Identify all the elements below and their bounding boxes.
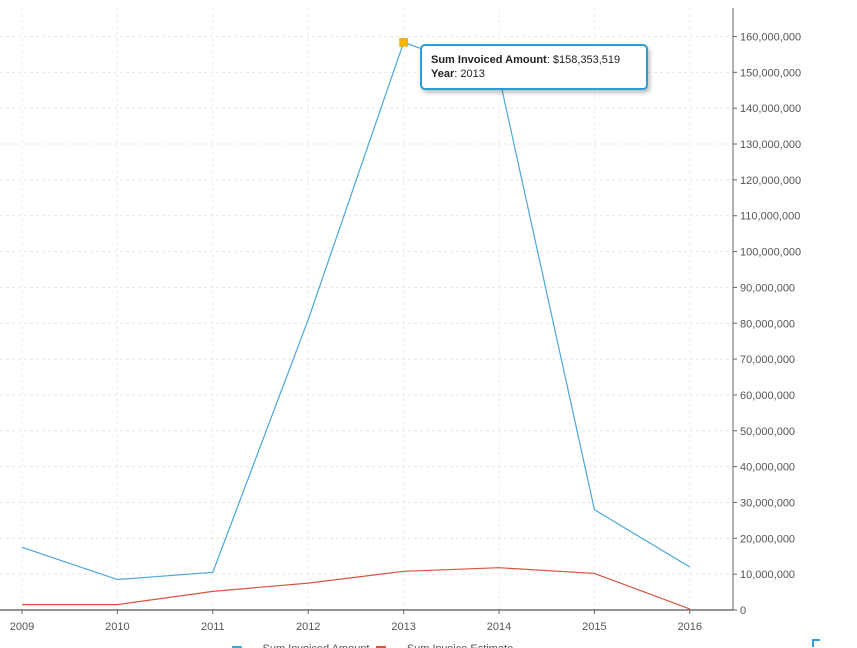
data-point[interactable] [305, 317, 311, 323]
y-tick-label: 20,000,000 [740, 533, 795, 545]
y-tick-label: 0 [740, 605, 746, 617]
series-line-2[interactable] [22, 567, 691, 610]
data-point[interactable] [19, 602, 25, 608]
data-point[interactable] [401, 568, 407, 574]
x-tick-label: 2016 [678, 621, 702, 633]
y-tick-label: 10,000,000 [740, 569, 795, 581]
series-line-1[interactable] [21, 41, 691, 581]
series-lines [19, 41, 693, 612]
y-tick-label: 120,000,000 [740, 175, 801, 187]
y-tick-label: 110,000,000 [740, 211, 800, 223]
tooltip-year-row: Year: 2013 [431, 68, 485, 80]
axes [0, 8, 734, 611]
x-tick-label: 2010 [105, 621, 129, 633]
highlight-markers [399, 38, 408, 47]
data-point[interactable] [19, 544, 25, 550]
y-tick-label: 70,000,000 [740, 354, 795, 366]
y-tick-label: 150,000,000 [740, 67, 801, 79]
legend-label[interactable]: Sum Invoiced Amount [262, 643, 369, 648]
x-tick-label: 2011 [201, 621, 225, 633]
data-point[interactable] [496, 565, 502, 571]
highlight-marker[interactable] [399, 38, 408, 47]
data-point[interactable] [114, 577, 120, 583]
y-tick-label: 80,000,000 [740, 318, 795, 330]
y-tick-label: 160,000,000 [740, 32, 801, 44]
y-tick-label: 90,000,000 [740, 282, 795, 294]
x-tick-label: 2009 [10, 621, 34, 633]
x-tick-label: 2014 [487, 621, 511, 633]
data-tooltip: Sum Invoiced Amount: $158,353,519 Year: … [420, 44, 648, 90]
y-tick-label: 130,000,000 [740, 139, 801, 151]
data-point[interactable] [591, 570, 597, 576]
y-axis-ticks: 0 10,000,000 20,000,000 30,000,000 40,000,00… [733, 32, 801, 617]
data-point[interactable] [210, 588, 216, 594]
legend: Sum Invoiced Amount Sum Invoice Estimate [232, 643, 513, 648]
data-point[interactable] [687, 564, 693, 570]
data-point[interactable] [687, 606, 693, 612]
y-tick-label: 140,000,000 [740, 103, 801, 115]
tooltip-amount-label: Sum Invoiced Amount [431, 54, 547, 66]
y-tick-label: 60,000,000 [740, 390, 795, 402]
data-point[interactable] [305, 580, 311, 586]
tooltip-year-label: Year [431, 68, 455, 80]
y-tick-label: 30,000,000 [740, 497, 795, 509]
x-tick-label: 2012 [296, 621, 320, 633]
tooltip-amount-row: Sum Invoiced Amount: $158,353,519 [431, 54, 621, 66]
x-tick-label: 2013 [391, 621, 415, 633]
data-point[interactable] [591, 507, 597, 513]
y-tick-label: 100,000,000 [740, 247, 801, 259]
x-tick-label: 2015 [582, 621, 606, 633]
y-tick-label: 50,000,000 [740, 426, 795, 438]
x-axis-ticks: 2009 2010 2011 2012 2013 2014 2015 2016 [10, 610, 702, 633]
data-point[interactable] [210, 569, 216, 575]
y-tick-label: 40,000,000 [740, 462, 795, 474]
tooltip-amount-value: $158,353,519 [552, 54, 621, 66]
corner-handle-icon [812, 639, 820, 647]
grid-lines [0, 8, 733, 610]
legend-label[interactable]: Sum Invoice Estimate [407, 643, 513, 648]
tooltip-year-value: 2013 [460, 68, 485, 80]
data-point[interactable] [114, 602, 120, 608]
